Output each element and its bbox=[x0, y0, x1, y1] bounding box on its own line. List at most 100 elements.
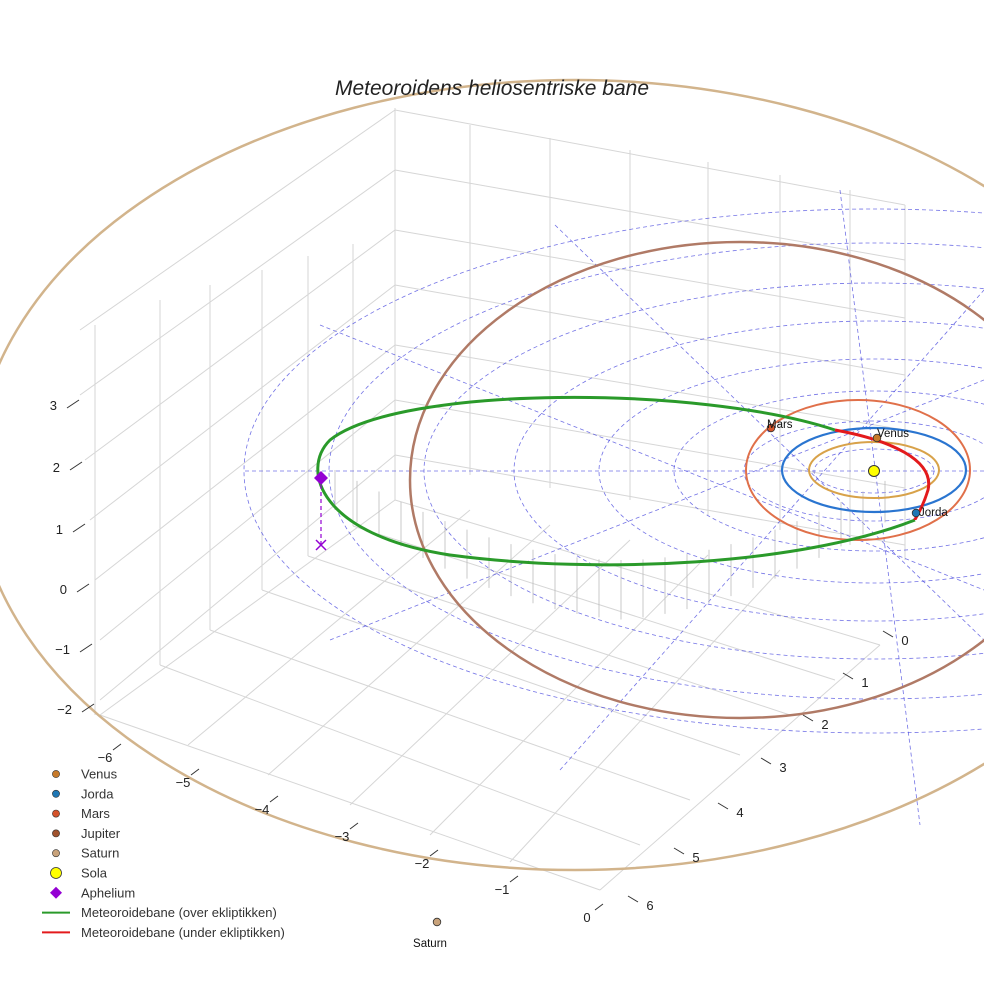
x-tick-mark bbox=[509, 875, 519, 883]
grid-line bbox=[84, 229, 396, 461]
ecliptic-ring bbox=[598, 358, 984, 584]
orbit-jorda bbox=[780, 426, 968, 514]
legend-label: Jupiter bbox=[81, 826, 121, 841]
y-tick-label: 3 bbox=[779, 760, 786, 775]
y-tick-mark bbox=[842, 672, 854, 680]
grid-line bbox=[429, 554, 709, 836]
planet-marker-venus bbox=[872, 433, 882, 443]
x-tick-mark bbox=[349, 822, 359, 830]
y-tick-label: 6 bbox=[646, 898, 653, 913]
legend-label: Saturn bbox=[81, 846, 119, 861]
z-tick-label: 1 bbox=[56, 522, 63, 537]
grid-line bbox=[99, 499, 396, 716]
grid-line bbox=[267, 524, 551, 776]
grid-line bbox=[394, 229, 906, 319]
z-tick-mark bbox=[69, 461, 83, 471]
ecliptic-radial bbox=[554, 224, 984, 641]
legend-item: Meteoroidebane (over ekliptikken) bbox=[42, 905, 277, 920]
legend-item: Jupiter bbox=[52, 826, 121, 841]
grid-line bbox=[394, 399, 906, 489]
x-tick-label: −6 bbox=[98, 750, 113, 765]
y-tick-mark bbox=[760, 757, 772, 765]
axis-ticks: −2 −1 0 1 2 3 −6 −5 −4 −3 −2 −1 0 0 1 2 3 4 5 6 bbox=[50, 398, 909, 925]
y-tick-label: 2 bbox=[821, 717, 828, 732]
grid-line bbox=[99, 454, 396, 701]
planet-label-mars: Mars bbox=[767, 419, 793, 431]
legend-marker bbox=[52, 789, 60, 798]
legend-marker bbox=[52, 849, 60, 858]
legend-item: Aphelium bbox=[50, 885, 135, 900]
ecliptic-ring bbox=[243, 208, 984, 734]
grid-line bbox=[99, 714, 601, 891]
ecliptic-plane bbox=[243, 189, 984, 826]
legend-item: Meteoroidebane (under ekliptikken) bbox=[42, 925, 285, 940]
y-tick-label: 0 bbox=[901, 633, 908, 648]
grid-line bbox=[307, 555, 791, 716]
z-tick-label: 3 bbox=[50, 398, 57, 413]
grid-line bbox=[509, 569, 781, 863]
y-tick-mark bbox=[802, 714, 814, 722]
grid-line bbox=[394, 169, 906, 261]
grid-line bbox=[79, 109, 396, 331]
y-tick-label: 5 bbox=[692, 850, 699, 865]
grid-line bbox=[349, 539, 631, 806]
legend-marker bbox=[52, 770, 60, 778]
grid-line bbox=[187, 509, 471, 746]
legend-label: Mars bbox=[81, 806, 110, 821]
legend-item: Sola bbox=[50, 866, 108, 881]
z-tick-label: −2 bbox=[57, 702, 72, 717]
sun-marker bbox=[868, 465, 880, 477]
grid-line bbox=[394, 499, 881, 646]
planet-marker-jorda bbox=[911, 508, 921, 518]
legend-item: Saturn bbox=[52, 846, 119, 861]
orbit-saturn bbox=[0, 78, 984, 872]
x-tick-label: −4 bbox=[255, 802, 270, 817]
ecliptic-ring bbox=[328, 242, 984, 700]
legend-marker bbox=[50, 867, 62, 879]
y-tick-label: 1 bbox=[861, 675, 868, 690]
legend-label: Aphelium bbox=[81, 885, 135, 900]
orbit-venus bbox=[808, 441, 940, 499]
legend-label: Meteoroidebane (over ekliptikken) bbox=[81, 905, 277, 920]
planet-marker-saturn bbox=[432, 917, 442, 927]
z-tick-mark bbox=[76, 583, 90, 593]
planet-marker-mars bbox=[766, 423, 776, 433]
grid-line bbox=[599, 644, 881, 891]
x-tick-mark bbox=[269, 795, 279, 803]
z-tick-label: −1 bbox=[55, 642, 70, 657]
legend-item: Jorda bbox=[52, 786, 114, 801]
planet-label-jorda: Jorda bbox=[919, 507, 948, 519]
orbit-jupiter bbox=[408, 240, 984, 720]
ecliptic-radial bbox=[329, 379, 984, 641]
ecliptic-radial bbox=[559, 289, 984, 771]
chart-title: Meteoroidens heliosentriske bane bbox=[335, 77, 649, 100]
x-tick-mark bbox=[429, 849, 439, 857]
aphelium-projection bbox=[315, 539, 327, 551]
x-tick-label: 0 bbox=[583, 910, 590, 925]
planet-label-venus: Venus bbox=[877, 428, 909, 440]
aphelium-marker bbox=[314, 471, 328, 485]
meteoroid-orbit-above bbox=[316, 395, 916, 567]
ecliptic-radial bbox=[319, 324, 984, 591]
x-tick-mark bbox=[594, 903, 604, 911]
y-tick-mark bbox=[717, 802, 729, 810]
grid-line bbox=[394, 284, 906, 376]
y-tick-mark bbox=[882, 630, 894, 638]
z-tick-mark bbox=[66, 399, 80, 409]
legend-item: Mars bbox=[52, 806, 110, 821]
markers: Venus Jorda Mars Saturn bbox=[314, 419, 948, 950]
grid-line bbox=[89, 284, 396, 521]
legend: Venus Jorda Mars Jupiter Saturn Sola Aphelium M… bbox=[42, 767, 285, 940]
x-tick-label: −3 bbox=[335, 829, 350, 844]
legend-item: Venus bbox=[52, 767, 118, 782]
legend-marker bbox=[50, 886, 62, 899]
grid-line bbox=[394, 109, 906, 206]
z-tick-mark bbox=[79, 643, 93, 653]
legend-marker bbox=[52, 809, 60, 818]
legend-label: Meteoroidebane (under ekliptikken) bbox=[81, 925, 285, 940]
z-tick-label: 2 bbox=[53, 460, 60, 475]
legend-label: Jorda bbox=[81, 786, 114, 801]
x-tick-mark bbox=[190, 768, 200, 776]
y-tick-mark bbox=[627, 895, 639, 903]
